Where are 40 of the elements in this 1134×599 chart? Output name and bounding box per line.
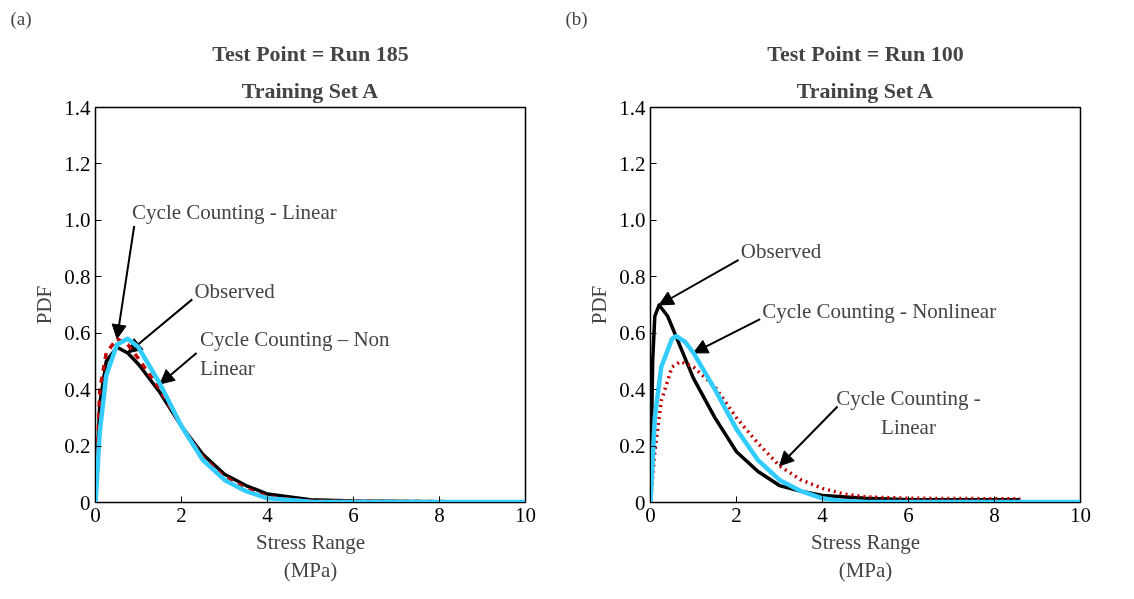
x-tick-label: 6 <box>903 502 914 527</box>
annotation: Observed <box>740 239 822 264</box>
y-tick-label: 0.2 <box>619 434 646 459</box>
text: (b) <box>565 7 588 30</box>
x-tick-label: 10 <box>1070 502 1091 527</box>
annotation: Observed <box>194 278 276 303</box>
y-tick-label: 0.6 <box>619 321 646 346</box>
y-tick-label: 0.4 <box>64 377 91 402</box>
x-tick-label: 2 <box>176 502 187 527</box>
chart-title: Test Point = Run 100 <box>767 40 964 66</box>
y-tick-label: 1.2 <box>619 151 646 176</box>
x-tick-label: 6 <box>348 502 359 527</box>
annotation: Cycle Counting – Non Linear <box>199 326 391 380</box>
y-tick-label: 0.2 <box>64 434 91 459</box>
chart-subtitle: Training Set A <box>796 77 934 103</box>
x-tick-label: 10 <box>515 502 536 527</box>
y-tick-label: 1.0 <box>64 208 91 233</box>
x-tick-label: 8 <box>989 502 1000 527</box>
x-tick-label: 4 <box>817 502 829 527</box>
y-axis-title: PDF <box>32 285 57 325</box>
x-tick-label: 2 <box>731 502 742 527</box>
annotation: Cycle Counting - Nonlinear <box>762 298 997 323</box>
annotation: Cycle Counting - Linear <box>132 199 337 224</box>
y-tick-label: 1.2 <box>64 151 91 176</box>
y-tick-label: 1.0 <box>619 208 646 233</box>
chart-title: Test Point = Run 185 <box>212 40 409 66</box>
y-tick-label: 0.6 <box>64 321 91 346</box>
x-tick-label: 4 <box>262 502 274 527</box>
y-tick-label: 0.4 <box>619 377 646 402</box>
y-tick-label: 1.4 <box>619 95 646 120</box>
text: (a) <box>10 7 32 30</box>
y-axis-title: PDF <box>587 285 612 325</box>
y-tick-label: 1.4 <box>64 95 91 120</box>
y-tick-label: 0.8 <box>619 264 646 289</box>
x-axis-title: Stress Range (MPa) <box>255 529 366 583</box>
x-axis-title: Stress Range (MPa) <box>810 529 921 583</box>
annotation: Cycle Counting - Linear <box>836 386 981 439</box>
y-tick-label: 0.8 <box>64 264 91 289</box>
x-tick-label: 8 <box>434 502 445 527</box>
chart-subtitle: Training Set A <box>241 77 379 103</box>
